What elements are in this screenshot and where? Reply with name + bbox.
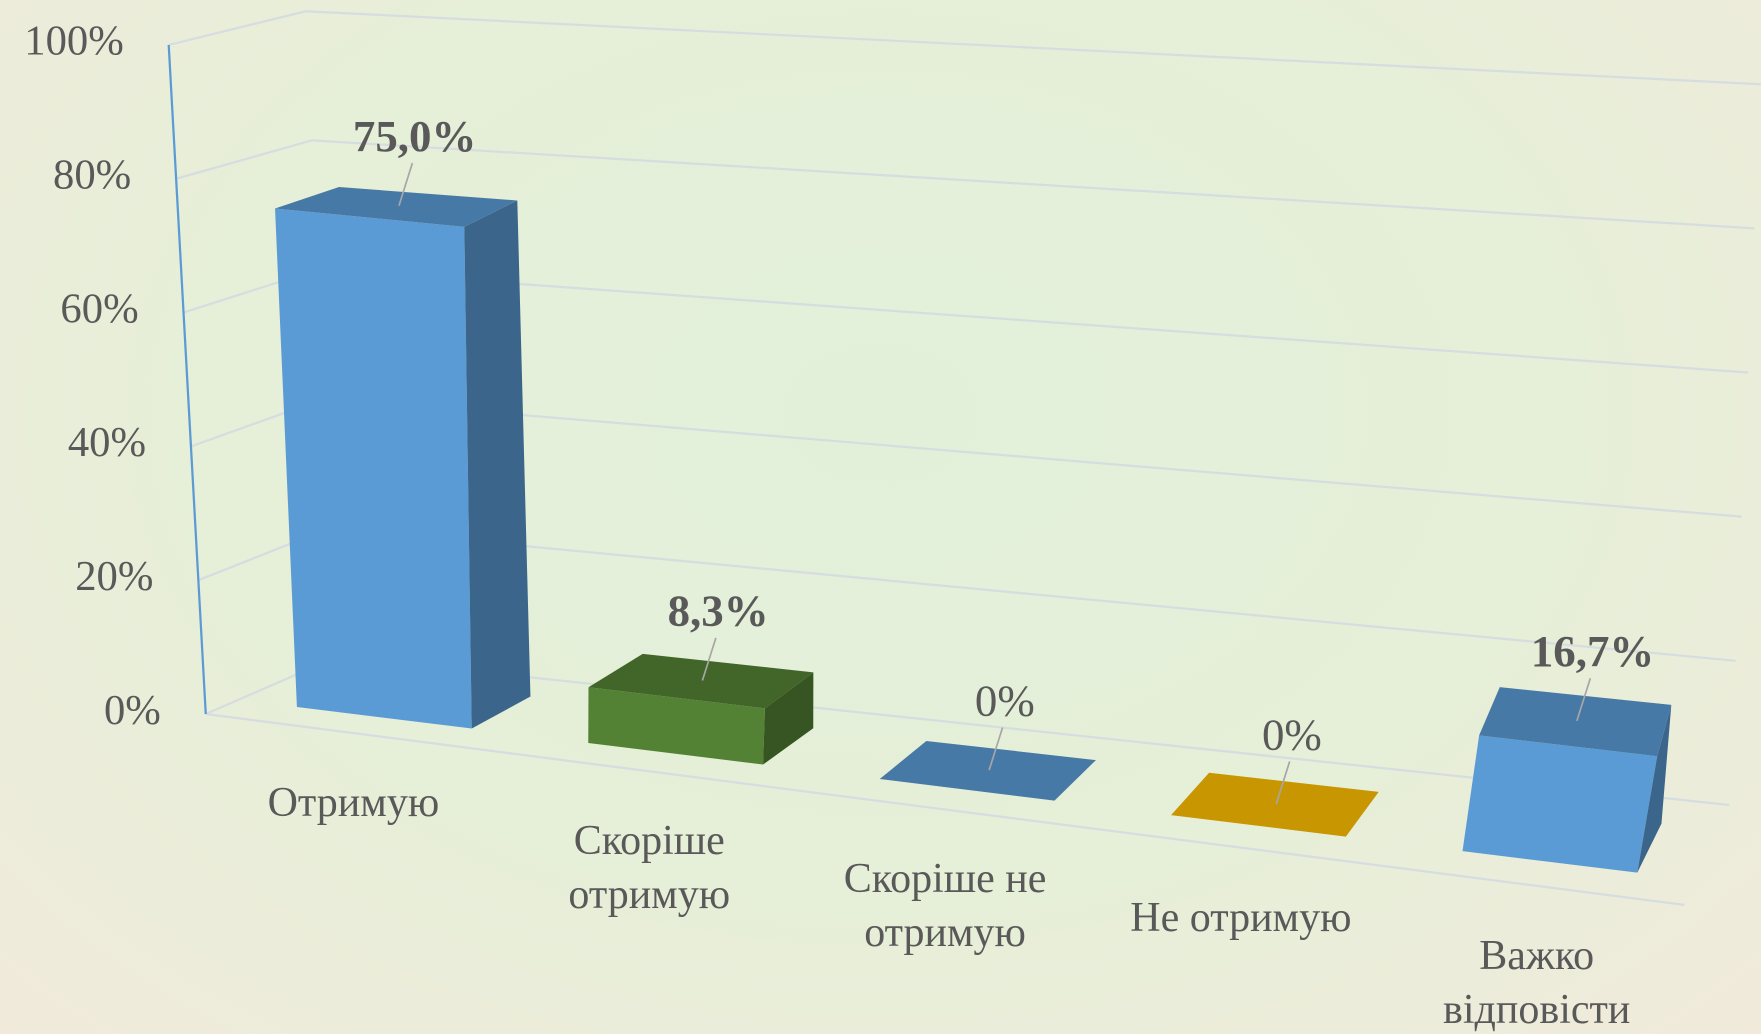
bar-top	[879, 740, 1096, 801]
x-tick-label: Важко відповісти	[1443, 932, 1631, 1033]
y-tick-label: 100%	[24, 18, 124, 65]
y-tick-label: 80%	[53, 152, 131, 199]
bar-front	[275, 208, 472, 729]
grid-line	[168, 10, 1761, 86]
y-tick-label: 40%	[68, 419, 146, 466]
leader-line	[1576, 677, 1592, 722]
leader-line	[398, 162, 414, 206]
leader-line	[701, 637, 717, 681]
value-label: 0%	[1262, 709, 1322, 759]
bar-side	[1637, 704, 1672, 873]
x-tick-label: Не отримую	[1130, 894, 1352, 941]
y-tick-label: 20%	[75, 553, 153, 600]
bar-top	[275, 187, 518, 227]
bar-front	[1462, 735, 1658, 873]
y-axis	[167, 44, 207, 715]
leader-line	[988, 727, 1004, 771]
bar-top	[1479, 687, 1672, 757]
bar-front	[588, 687, 765, 765]
bar-top	[588, 653, 814, 709]
value-label: 75,0%	[353, 111, 476, 161]
x-tick-label: Отримую	[267, 780, 440, 827]
value-label: 8,3%	[668, 586, 769, 636]
leader-line	[1275, 761, 1291, 805]
floor-edge	[205, 712, 1685, 907]
y-tick-label: 60%	[60, 285, 138, 332]
grid-line	[175, 139, 1755, 230]
x-tick-label: Скоріше отримую	[568, 818, 731, 919]
bar-side	[464, 200, 531, 729]
value-label: 16,7%	[1531, 626, 1654, 676]
bar-side	[763, 672, 814, 765]
value-label: 0%	[975, 675, 1035, 725]
y-tick-label: 0%	[104, 687, 161, 734]
x-tick-label: Скоріше не отримую	[843, 856, 1047, 957]
bar-top	[1171, 772, 1379, 837]
